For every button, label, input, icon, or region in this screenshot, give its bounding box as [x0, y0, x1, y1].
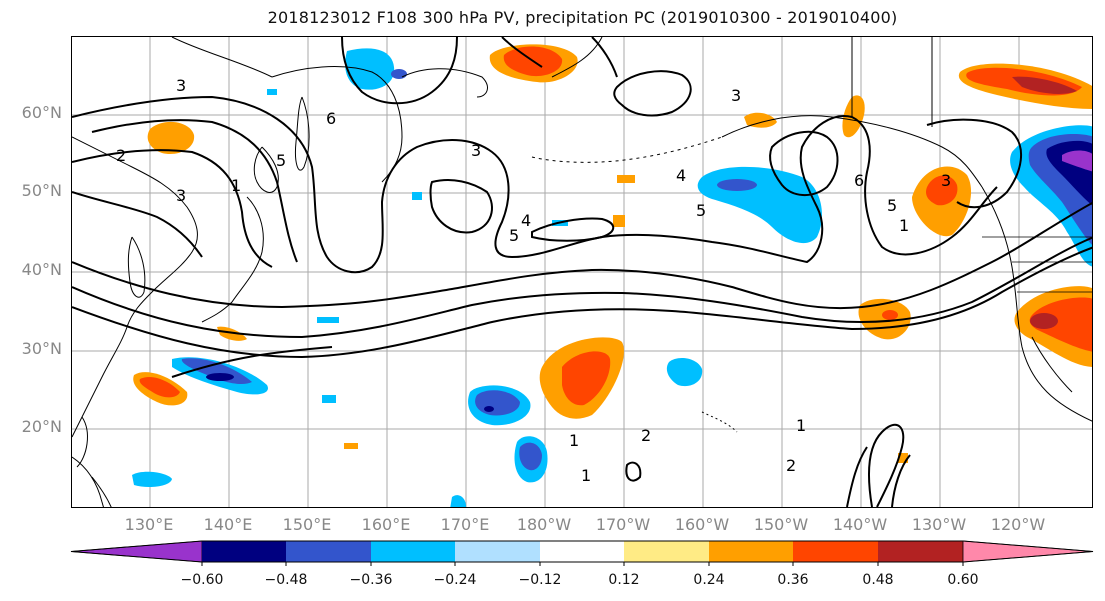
- blob-canada: [1010, 125, 1092, 267]
- blob-small-7: [617, 175, 635, 183]
- pv-contours: [72, 37, 1092, 507]
- colorbar-tick-label: 0.60: [947, 572, 979, 588]
- colorbar-tick-label: −0.12: [518, 572, 562, 588]
- contour-label: 5: [887, 196, 897, 215]
- lon-tick-label: 130°E: [124, 515, 174, 534]
- blob-small-12: [317, 317, 339, 323]
- gridlines: [72, 37, 1092, 507]
- contour-label: 2: [641, 426, 651, 445]
- contour-label: 3: [471, 141, 481, 160]
- blob-wp-blue: [172, 357, 268, 395]
- lon-tick-label: 140°E: [203, 515, 253, 534]
- colorbar-segment: [455, 541, 540, 562]
- blob-california: [1014, 286, 1092, 367]
- blob-hawaii-blue: [666, 357, 703, 387]
- lon-tick-label: 170°W: [595, 515, 651, 534]
- colorbar-tick-label: 0.48: [862, 572, 894, 588]
- lat-tick-label: 30°N: [21, 339, 62, 358]
- lon-tick-label: 140°W: [832, 515, 888, 534]
- colorbar-tick-label: −0.36: [349, 572, 393, 588]
- contour-label: 5: [276, 151, 286, 170]
- blob-small-2: [842, 95, 865, 138]
- colorbar-segments: [70, 540, 1094, 566]
- lon-tick-label: 160°E: [361, 515, 411, 534]
- blob-mid-pacific: [539, 337, 624, 419]
- contour-label: 2: [116, 146, 126, 165]
- coastlines: [72, 37, 1092, 507]
- blob-small-8: [344, 443, 358, 449]
- contour-label: 1: [569, 431, 579, 450]
- colorbar-tick-label: −0.24: [433, 572, 477, 588]
- colorbar-segment: [540, 541, 624, 562]
- blob-small-14: [267, 89, 277, 95]
- contour-label: 1: [796, 416, 806, 435]
- lat-tick-label: 60°N: [21, 103, 62, 122]
- colorbar-segment: [793, 541, 878, 562]
- lon-tick-label: 160°W: [674, 515, 730, 534]
- blob-small-13: [322, 395, 336, 403]
- blob-small-6: [613, 215, 625, 227]
- colorbar-tick-label: −0.60: [180, 572, 224, 588]
- blob-small-9: [898, 453, 908, 463]
- contour-label: 4: [676, 166, 686, 185]
- blob-dateline-blue: [468, 385, 531, 426]
- colorbar-tick-label: 0.12: [608, 572, 640, 588]
- blob-wp-orange: [133, 372, 188, 406]
- precipitation-shading: [132, 44, 1092, 507]
- lon-tick-label: 170°E: [440, 515, 490, 534]
- contour-label: 2: [786, 456, 796, 475]
- lon-tick-label: 150°W: [753, 515, 809, 534]
- colorbar-segment: [878, 541, 963, 562]
- colorbar-segment: [70, 540, 203, 563]
- blob-alaska-red: [958, 63, 1092, 109]
- contour-label: 4: [521, 211, 531, 230]
- blob-small-10: [412, 192, 422, 200]
- contour-label: 3: [731, 86, 741, 105]
- blob-small-1: [132, 471, 172, 487]
- contour-label: 1: [899, 216, 909, 235]
- blob-ne-pacific: [912, 166, 972, 237]
- blob-gulf-alaska: [697, 166, 822, 244]
- colorbar-segment: [286, 541, 371, 562]
- colorbar-tick-label: 0.36: [777, 572, 809, 588]
- colorbar-segment: [709, 541, 793, 562]
- colorbar-segment: [962, 540, 1094, 563]
- blob-bering: [489, 44, 578, 83]
- lon-tick-label: 130°W: [911, 515, 967, 534]
- lon-tick-label: 150°E: [282, 515, 332, 534]
- lat-tick-label: 40°N: [21, 260, 62, 279]
- colorbar-segment: [624, 541, 709, 562]
- contour-label: 1: [581, 466, 591, 485]
- contour-label: 3: [176, 76, 186, 95]
- lat-tick-label: 20°N: [21, 417, 62, 436]
- colorbar-outline: [70, 540, 1094, 563]
- contour-label: 1: [231, 176, 241, 195]
- contour-label: 3: [941, 171, 951, 190]
- map-title: 2018123012 F108 300 hPa PV, precipitatio…: [267, 8, 898, 27]
- contour-label: 6: [326, 109, 336, 128]
- blob-japan-orange: [147, 121, 195, 155]
- blob-small-3: [744, 112, 777, 128]
- blob-tropical-blue: [514, 436, 548, 483]
- contour-label: 5: [509, 226, 519, 245]
- colorbar-tick-label: 0.24: [693, 572, 725, 588]
- contour-label: 6: [854, 171, 864, 190]
- colorbar-segment: [371, 541, 455, 562]
- lon-tick-label: 180°W: [516, 515, 572, 534]
- lat-tick-label: 50°N: [21, 181, 62, 200]
- lon-tick-label: 120°W: [990, 515, 1046, 534]
- contour-label: 5: [696, 201, 706, 220]
- colorbar-segment: [202, 541, 286, 562]
- colorbar-tick-label: −0.48: [264, 572, 308, 588]
- blob-small-5: [450, 495, 466, 507]
- contour-label: 3: [176, 186, 186, 205]
